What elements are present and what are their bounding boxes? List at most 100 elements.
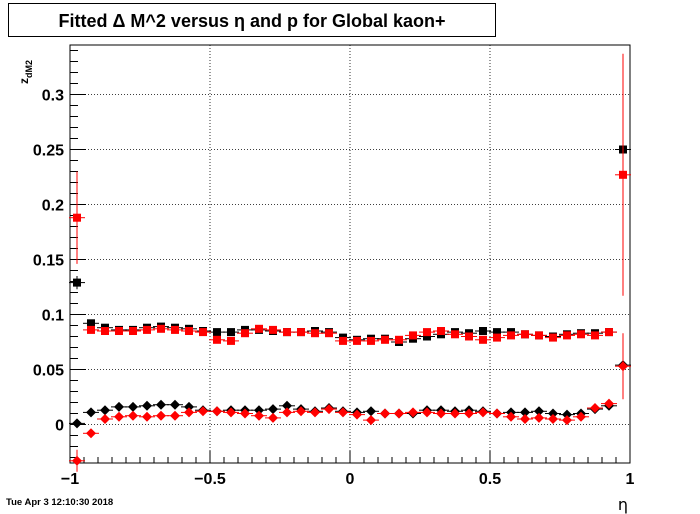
data-point (157, 324, 165, 333)
chart-title: Fitted Δ M^2 versus η and p for Global k… (58, 11, 446, 31)
data-point (72, 418, 82, 429)
data-point (562, 409, 572, 420)
data-point (562, 415, 572, 426)
data-point (437, 327, 445, 335)
data-point (100, 414, 110, 424)
data-point (507, 331, 515, 340)
data-point (297, 328, 305, 337)
svg-text:zdM2: zdM2 (17, 60, 34, 84)
data-point (268, 404, 278, 415)
data-point (254, 405, 264, 416)
data-point (520, 407, 530, 418)
x-axis-label: η (618, 495, 628, 514)
axis-ticks: −1 −0.5 0 0.5 1 0 0.05 0.1 0.15 0.2 0.25 0.3 (33, 50, 635, 488)
data-point (255, 324, 263, 333)
timestamp: Tue Apr 3 12:10:30 2018 (6, 497, 114, 508)
data-point (254, 410, 264, 421)
data-point (576, 411, 586, 422)
data-point (296, 406, 306, 417)
data-point (366, 406, 376, 417)
data-point (478, 407, 488, 418)
y-tick-label: 0.05 (33, 363, 64, 380)
data-point (114, 411, 124, 422)
data-point (479, 335, 487, 344)
data-point (73, 213, 81, 222)
data-point (352, 409, 362, 420)
data-point (548, 414, 558, 424)
data-point (450, 408, 460, 419)
data-point (73, 278, 81, 287)
data-point (156, 399, 166, 410)
data-point (395, 335, 403, 344)
data-point (282, 407, 292, 418)
data-point (521, 330, 529, 339)
data-point (535, 331, 543, 340)
data-point (465, 332, 473, 341)
data-point (619, 170, 627, 179)
y-tick-label: 0.3 (42, 88, 64, 105)
data-point (408, 407, 418, 418)
data-series (69, 53, 631, 472)
data-point (590, 403, 600, 413)
data-point (129, 327, 137, 335)
data-point (184, 401, 194, 412)
y-tick-label: 0 (55, 418, 64, 435)
data-point (198, 406, 208, 417)
data-point (324, 404, 334, 415)
series-3 (69, 333, 631, 472)
data-point (493, 333, 501, 342)
data-point (380, 408, 390, 419)
data-point (479, 327, 487, 335)
data-point (464, 408, 474, 419)
data-point (269, 325, 277, 334)
data-point (128, 401, 138, 412)
x-tick-label: −0.5 (194, 471, 226, 488)
y-axis-label: zdM2 (17, 60, 34, 84)
data-point (87, 325, 95, 334)
y-tick-label: 0.2 (42, 198, 64, 215)
data-point (226, 407, 236, 418)
data-point (185, 327, 193, 335)
data-point (577, 330, 585, 339)
data-point (86, 407, 96, 418)
data-point (72, 455, 82, 466)
data-point (534, 406, 544, 417)
data-point (114, 401, 124, 412)
data-point (143, 325, 151, 334)
data-point (325, 329, 333, 338)
data-point (199, 328, 207, 337)
data-point (101, 327, 109, 335)
data-point (339, 336, 347, 345)
data-point (240, 408, 250, 419)
data-point (100, 405, 110, 416)
data-point (394, 408, 404, 419)
data-point (213, 328, 221, 337)
grid-lines (70, 45, 630, 463)
data-point (493, 328, 501, 337)
data-point (142, 411, 152, 422)
data-point (591, 331, 599, 340)
data-point (128, 410, 138, 421)
data-point (353, 336, 361, 345)
data-point (492, 408, 502, 419)
data-point (227, 336, 235, 345)
data-point (534, 412, 544, 423)
data-point (549, 333, 557, 342)
data-point (268, 412, 278, 423)
data-point (283, 328, 291, 337)
data-point (367, 336, 375, 345)
data-point (170, 410, 180, 421)
y-axis-label-main: z (17, 78, 31, 84)
plot-frame (69, 44, 631, 464)
data-point (156, 410, 166, 421)
data-point (310, 407, 320, 418)
data-point (142, 400, 152, 411)
x-tick-label: −1 (61, 471, 79, 488)
y-tick-label: 0.25 (33, 143, 64, 160)
title-box: Fitted Δ M^2 versus η and p for Global k… (8, 3, 496, 37)
y-tick-label: 0.1 (42, 308, 64, 325)
data-point (409, 331, 417, 340)
x-tick-label: 0 (346, 471, 355, 488)
data-point (618, 361, 628, 372)
